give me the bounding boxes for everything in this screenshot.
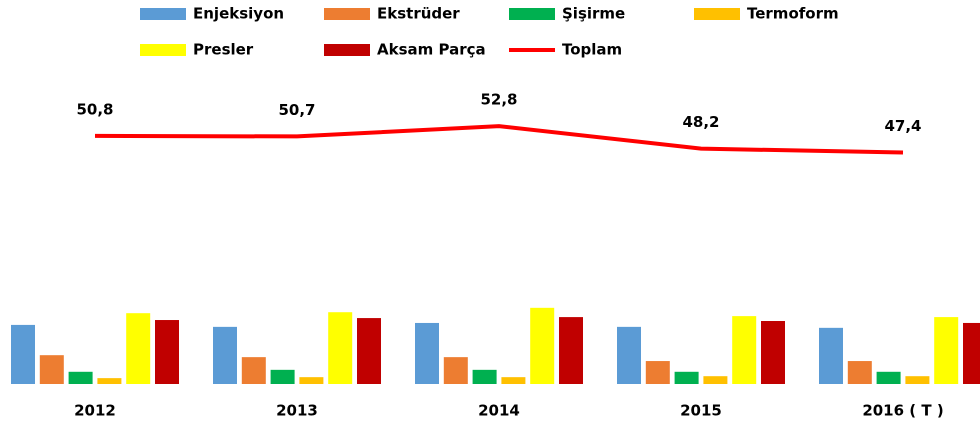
bar	[501, 377, 526, 384]
bar	[270, 369, 295, 384]
bar	[213, 326, 237, 384]
x-tick-label: 2013	[276, 402, 318, 420]
legend-swatch	[140, 8, 186, 20]
bar	[155, 320, 179, 384]
bar	[617, 326, 641, 384]
data-label: 52,8	[480, 91, 517, 109]
bar	[819, 327, 843, 384]
data-label: 48,2	[682, 113, 719, 131]
x-tick-label: 2016 ( T )	[862, 402, 943, 420]
bar	[126, 313, 151, 384]
legend-label: Termoform	[747, 5, 839, 23]
legend-swatch	[140, 44, 186, 56]
bar	[674, 371, 699, 384]
x-tick-label: 2015	[680, 402, 722, 420]
bar	[68, 371, 93, 384]
line	[94, 124, 904, 155]
bar	[876, 371, 901, 384]
bar	[39, 355, 64, 384]
legend-label: Ekstrüder	[377, 5, 460, 23]
legend-swatch	[324, 44, 370, 56]
bar	[443, 357, 468, 384]
bar	[357, 318, 381, 384]
bar	[559, 317, 583, 384]
data-label: 50,8	[76, 100, 113, 118]
bar	[732, 316, 757, 384]
legend-label: Şişirme	[562, 5, 625, 23]
bar	[761, 321, 785, 384]
bar	[530, 307, 555, 384]
x-tick-label: 2012	[74, 402, 116, 420]
bar	[472, 369, 497, 384]
legend-swatch	[694, 8, 740, 20]
legend-label: Aksam Parça	[377, 41, 486, 59]
legend-label: Presler	[193, 41, 254, 59]
data-label: 50,7	[278, 101, 315, 119]
bar	[11, 324, 35, 384]
data-label: 47,4	[884, 117, 921, 135]
bar	[415, 322, 439, 384]
legend-label: Enjeksiyon	[193, 5, 284, 23]
legend-swatch	[324, 8, 370, 20]
legend-label: Toplam	[562, 41, 622, 59]
bar	[847, 361, 872, 384]
bar	[328, 312, 353, 384]
legend-swatch	[509, 8, 555, 20]
bar	[97, 378, 122, 384]
bar	[963, 322, 980, 384]
bar	[645, 361, 670, 384]
bar	[934, 317, 959, 384]
bar	[241, 357, 266, 384]
bar	[703, 376, 728, 384]
bar	[905, 376, 930, 384]
x-tick-label: 2014	[478, 402, 520, 420]
bar	[299, 377, 324, 384]
